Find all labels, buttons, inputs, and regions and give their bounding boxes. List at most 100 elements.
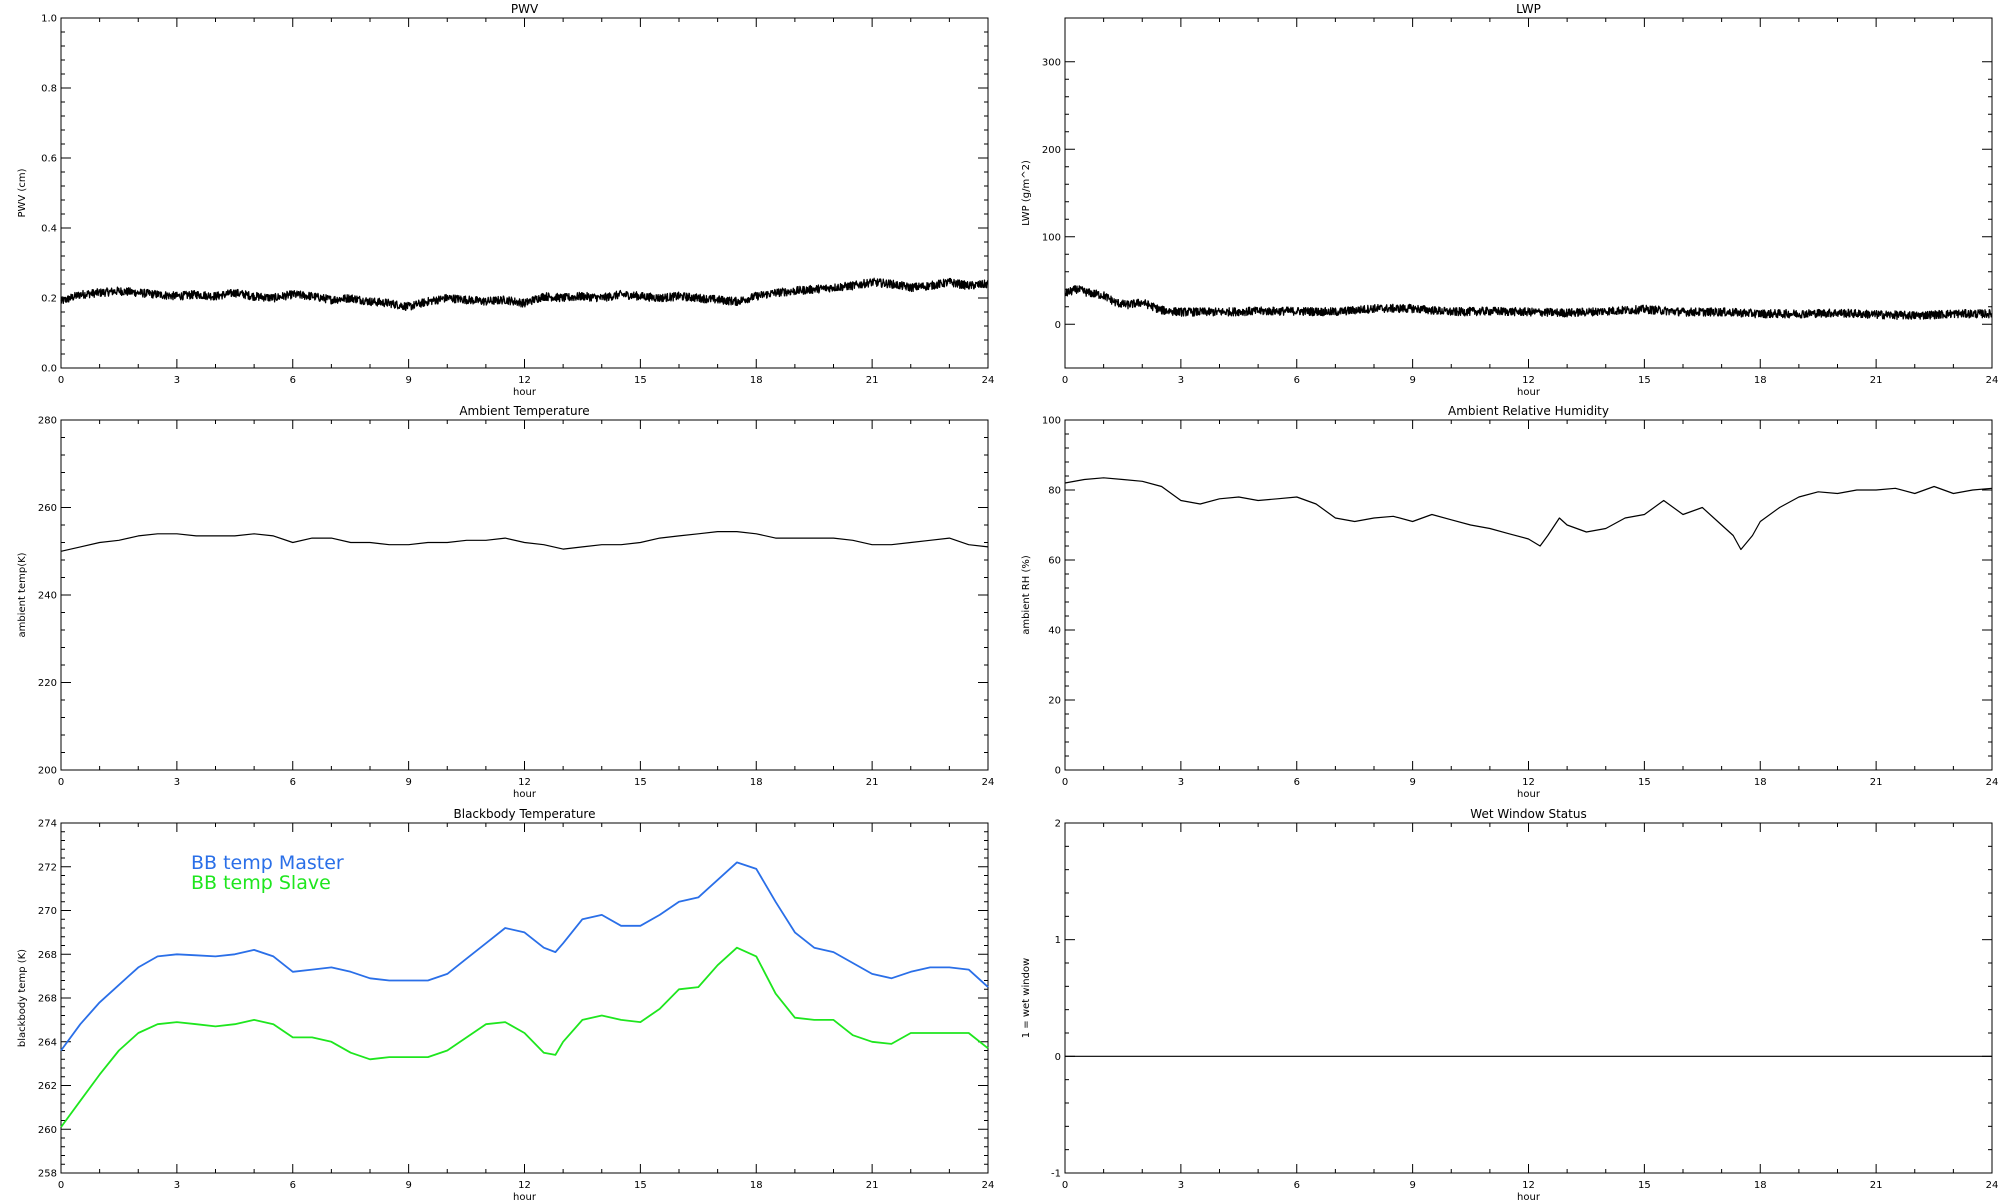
x-tick-label: 15: [1638, 777, 1651, 788]
x-tick-label: 24: [982, 375, 995, 386]
y-tick-label: 258: [38, 1169, 57, 1180]
y-tick-label: 60: [1048, 556, 1061, 567]
y-tick-label: 0: [1055, 1052, 1061, 1063]
x-axis-label: hour: [513, 789, 537, 800]
x-tick-label: 21: [1870, 1180, 1883, 1191]
x-tick-label: 18: [750, 777, 763, 788]
y-tick-label: 274: [38, 819, 57, 830]
x-tick-label: 24: [1986, 777, 1999, 788]
x-axis-label: hour: [513, 1192, 537, 1200]
legend-entry: BB temp Master: [191, 852, 344, 874]
x-tick-label: 0: [58, 375, 64, 386]
x-tick-label: 9: [405, 375, 411, 386]
y-tick-label: 0.4: [41, 224, 57, 235]
y-tick-label: 264: [38, 1037, 57, 1048]
panel-lwp: LWP 0 3 6 9 12 15 18 21 24 hour 0 100 200 300 LWP (g/m^…: [1021, 2, 1998, 398]
x-tick-label: 9: [1409, 777, 1415, 788]
legend-entry: BB temp Slave: [191, 872, 331, 894]
y-tick-label: 2: [1055, 819, 1061, 830]
x-tick-label: 12: [518, 1180, 531, 1191]
y-tick-label: 1: [1055, 935, 1061, 946]
y-tick-label: 0.0: [41, 364, 57, 375]
x-tick-label: 12: [518, 777, 531, 788]
x-tick-label: 15: [1638, 375, 1651, 386]
series-line-ambient-temp: [60, 530, 989, 552]
x-tick-label: 15: [1638, 1180, 1651, 1191]
x-tick-label: 6: [290, 1180, 296, 1191]
x-tick-label: 18: [750, 375, 763, 386]
x-tick-label: 21: [1870, 375, 1883, 386]
x-tick-label: 21: [1870, 777, 1883, 788]
y-tick-label: 0.2: [41, 294, 57, 305]
y-tick-label: 80: [1048, 486, 1061, 497]
plot-frame: [1064, 822, 1993, 1174]
x-tick-label: 24: [982, 1180, 995, 1191]
x-tick-label: 9: [405, 777, 411, 788]
x-tick-label: 0: [58, 1180, 64, 1191]
y-tick-label: -1: [1051, 1169, 1061, 1180]
y-tick-label: 270: [38, 906, 57, 917]
panel-title: PWV: [511, 2, 539, 16]
x-tick-label: 3: [1178, 1180, 1184, 1191]
y-tick-label: 268: [38, 994, 57, 1005]
x-tick-label: 15: [634, 1180, 647, 1191]
panel-ambient-rh: Ambient Relative Humidity 0 3 6 9 12 15 18 21 24 h…: [1021, 404, 1998, 800]
x-tick-label: 6: [1294, 375, 1300, 386]
y-axis-label: PWV (cm): [17, 168, 28, 217]
series-line-lwp: [1064, 285, 1993, 320]
y-tick-label: 280: [38, 416, 57, 427]
series-line-bb-temp-slave: [60, 946, 989, 1128]
x-tick-label: 6: [290, 375, 296, 386]
panel-title: Ambient Relative Humidity: [1448, 404, 1609, 418]
y-tick-label: 272: [38, 862, 57, 873]
x-tick-label: 24: [1986, 1180, 1999, 1191]
x-tick-label: 3: [174, 375, 180, 386]
x-tick-label: 24: [982, 777, 995, 788]
panel-pwv: PWV 0 3 6 9 12 15 18 21 24 hour 0.0 0.2 0.4 0.6 0.8 1.0 P…: [17, 2, 994, 398]
x-tick-label: 18: [750, 1180, 763, 1191]
y-axis-label: blackbody temp (K): [17, 949, 28, 1047]
plot-frame: [60, 17, 989, 369]
series-line-ambient-rh: [1064, 477, 1993, 551]
y-tick-label: 260: [38, 503, 57, 514]
y-axis-label: 1 = wet window: [1021, 958, 1032, 1038]
x-tick-label: 9: [405, 1180, 411, 1191]
y-tick-label: 240: [38, 591, 57, 602]
x-tick-label: 6: [290, 777, 296, 788]
x-tick-label: 0: [58, 777, 64, 788]
x-tick-label: 9: [1409, 1180, 1415, 1191]
x-tick-label: 0: [1062, 1180, 1068, 1191]
x-axis-label: hour: [1517, 789, 1541, 800]
panel-ambient-temp: Ambient Temperature 0 3 6 9 12 15 18 21 24 hour 200…: [17, 404, 994, 800]
plot-frame: [60, 419, 989, 771]
panel-title: Wet Window Status: [1470, 807, 1586, 821]
x-tick-label: 6: [1294, 1180, 1300, 1191]
y-tick-label: 0: [1055, 766, 1061, 777]
panel-bb-temp: Blackbody Temperature 0 3 6 9 12 15 18 21 24 hour 2…: [17, 807, 994, 1200]
x-tick-label: 18: [1754, 777, 1767, 788]
series-line-bb-temp-master: [60, 861, 989, 1052]
y-tick-label: 40: [1048, 626, 1061, 637]
x-tick-label: 3: [1178, 777, 1184, 788]
x-tick-label: 12: [1522, 777, 1535, 788]
x-tick-label: 9: [1409, 375, 1415, 386]
x-axis-label: hour: [513, 387, 537, 398]
y-tick-label: 260: [38, 1125, 57, 1136]
x-tick-label: 18: [1754, 375, 1767, 386]
y-tick-label: 300: [1042, 57, 1061, 68]
y-tick-label: 20: [1048, 696, 1061, 707]
x-tick-label: 0: [1062, 375, 1068, 386]
x-tick-label: 6: [1294, 777, 1300, 788]
panel-title: Blackbody Temperature: [454, 807, 596, 821]
y-tick-label: 200: [38, 766, 57, 777]
y-axis-label: ambient RH (%): [1021, 555, 1032, 635]
y-tick-label: 0.8: [41, 84, 57, 95]
x-tick-label: 21: [866, 375, 879, 386]
x-tick-label: 12: [518, 375, 531, 386]
x-tick-label: 3: [174, 777, 180, 788]
x-tick-label: 15: [634, 375, 647, 386]
panel-title: Ambient Temperature: [459, 404, 589, 418]
x-tick-label: 3: [174, 1180, 180, 1191]
y-tick-label: 200: [1042, 145, 1061, 156]
